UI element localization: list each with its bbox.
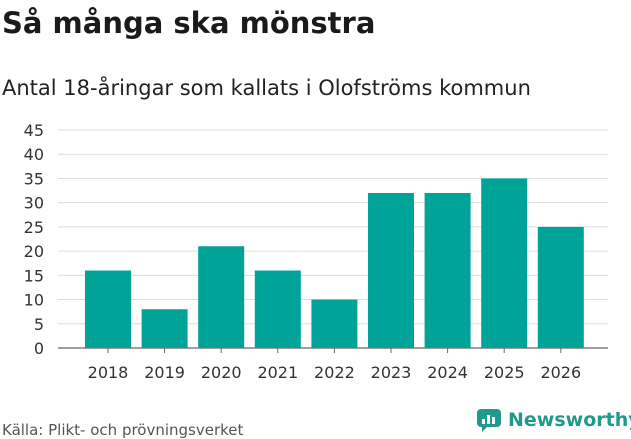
chart-subtitle: Antal 18-åringar som kallats i Olofström… [2,76,531,100]
y-tick-label: 0 [34,339,44,358]
x-tick-label: 2026 [540,363,581,382]
chart-title: Så många ska mönstra [2,6,376,40]
bar-2018 [85,270,131,348]
y-tick-label: 35 [24,169,44,188]
x-tick-label: 2021 [257,363,298,382]
y-tick-label: 15 [24,266,44,285]
bar-2026 [537,226,584,348]
y-tick-label: 45 [24,121,44,140]
x-tick-label: 2022 [314,363,355,382]
x-tick-label: 2023 [371,363,412,382]
newsworthy-icon [477,409,501,432]
x-tick-label: 2019 [144,363,185,382]
y-tick-label: 5 [34,315,44,334]
brand-name: Newsworthy [508,409,631,431]
bar-2024 [424,192,471,348]
newsworthy-logo[interactable]: Newsworthy [476,408,631,432]
y-tick-label: 40 [24,145,44,164]
y-tick-label: 10 [24,291,44,310]
x-tick-label: 2018 [88,363,129,382]
bar-2023 [368,192,414,348]
x-tick-label: 2020 [201,363,242,382]
bar-2025 [481,178,528,348]
bar-2020 [198,246,245,348]
y-tick-label: 25 [24,218,44,237]
source-note: Källa: Plikt- och prövningsverket [2,421,244,439]
bar-2022 [311,299,358,348]
y-tick-label: 30 [24,194,44,213]
x-tick-label: 2024 [427,363,468,382]
bar-2019 [141,309,188,348]
bar-2021 [254,270,301,348]
x-tick-label: 2025 [484,363,525,382]
y-tick-label: 20 [24,242,44,261]
